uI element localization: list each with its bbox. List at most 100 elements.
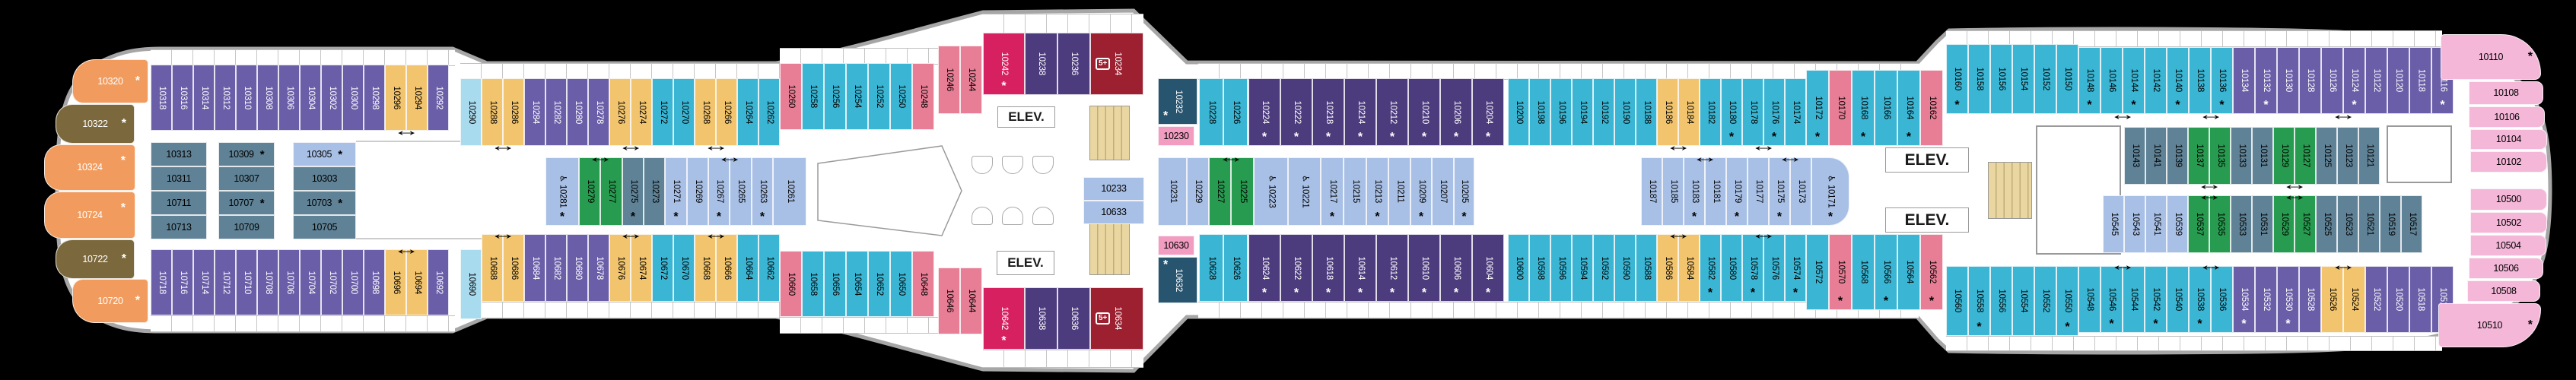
cabin-10207[interactable]: 10207: [1432, 157, 1454, 226]
cabin-10269[interactable]: 10269: [687, 157, 708, 226]
cabin-10628[interactable]: 10628: [1199, 234, 1223, 302]
cabin-10718[interactable]: 10718: [151, 249, 172, 315]
cabin-10120[interactable]: 10120: [2387, 47, 2409, 114]
cabin-10634[interactable]: 10634 5+: [1090, 287, 1143, 350]
cabin-10233[interactable]: 10233: [1083, 177, 1144, 201]
cabin-10638[interactable]: 10638: [1025, 287, 1057, 350]
cabin-10164[interactable]: 10164 *: [1897, 70, 1920, 146]
cabin-10206[interactable]: 10206 *: [1440, 78, 1472, 146]
cabin-10252[interactable]: 10252: [868, 63, 890, 130]
cabin-10138[interactable]: 10138: [2189, 47, 2211, 114]
cabin-10510[interactable]: 10510 *: [2438, 303, 2541, 347]
cabin-10288[interactable]: 10288: [482, 78, 503, 146]
cabin-10668[interactable]: 10668: [695, 234, 716, 302]
cabin-10610[interactable]: 10610 *: [1408, 234, 1440, 302]
cabin-10162[interactable]: 10162: [1920, 70, 1943, 146]
cabin-10530[interactable]: 10530 *: [2277, 266, 2299, 333]
cabin-10716[interactable]: 10716: [172, 249, 193, 315]
cabin-10279[interactable]: 10279: [579, 157, 600, 226]
cabin-10305[interactable]: 10305 *: [293, 142, 356, 166]
cabin-10522[interactable]: 10522: [2365, 266, 2387, 333]
cabin-10228[interactable]: 10228: [1199, 78, 1223, 146]
cabin-10282[interactable]: 10282: [545, 78, 567, 146]
cabin-10646[interactable]: 10646: [938, 268, 960, 334]
cabin-10560[interactable]: 10560: [1946, 266, 1968, 336]
cabin-10275[interactable]: 10275 *: [622, 157, 644, 226]
cabin-10124[interactable]: 10124 *: [2343, 47, 2365, 114]
cabin-10242[interactable]: 10242 *: [983, 33, 1025, 95]
cabin-10132[interactable]: 10132 *: [2255, 47, 2277, 114]
cabin-10678[interactable]: 10678: [588, 234, 609, 302]
cabin-10576[interactable]: 10576: [1763, 234, 1785, 302]
cabin-10538[interactable]: 10538 *: [2189, 266, 2211, 333]
cabin-10322[interactable]: 10322 *: [56, 104, 135, 144]
cabin-10688[interactable]: 10688: [482, 234, 503, 302]
cabin-10171[interactable]: ♿ 10171 *: [1811, 157, 1849, 226]
cabin-10302[interactable]: 10302: [321, 65, 342, 131]
cabin-10590[interactable]: 10590: [1614, 234, 1636, 302]
cabin-10170[interactable]: 10170: [1829, 70, 1852, 146]
cabin-10225[interactable]: 10225: [1231, 157, 1254, 226]
cabin-10123[interactable]: 10123: [2337, 127, 2358, 185]
cabin-10234[interactable]: 10234 5+: [1090, 33, 1143, 95]
cabin-10134[interactable]: 10134: [2233, 47, 2255, 114]
cabin-10278[interactable]: 10278: [588, 78, 609, 146]
cabin-10150[interactable]: 10150: [2056, 44, 2078, 114]
cabin-10558[interactable]: 10558 *: [1968, 266, 1990, 336]
cabin-10309[interactable]: 10309 *: [218, 142, 275, 166]
cabin-10110[interactable]: 10110 *: [2441, 34, 2541, 80]
cabin-10177[interactable]: 10177: [1748, 157, 1769, 226]
cabin-10660[interactable]: 10660: [780, 251, 802, 317]
cabin-10711[interactable]: 10711: [151, 191, 207, 215]
cabin-10187[interactable]: 10187: [1641, 157, 1662, 226]
cabin-10672[interactable]: 10672: [652, 234, 673, 302]
cabin-10705[interactable]: 10705: [293, 215, 356, 239]
cabin-10535[interactable]: 10535: [2209, 195, 2231, 253]
cabin-10148[interactable]: 10148 *: [2078, 47, 2101, 114]
cabin-10310[interactable]: 10310: [236, 65, 257, 131]
cabin-10724[interactable]: 10724 *: [44, 192, 135, 239]
cabin-10254[interactable]: 10254: [846, 63, 868, 130]
cabin-10314[interactable]: 10314: [193, 65, 215, 131]
cabin-10523[interactable]: 10523: [2337, 195, 2358, 253]
cabin-10244[interactable]: 10244: [960, 46, 982, 114]
cabin-10720[interactable]: 10720 *: [72, 279, 148, 323]
cabin-10519[interactable]: 10519: [2380, 195, 2401, 253]
cabin-10226[interactable]: 10226: [1223, 78, 1248, 146]
cabin-10262[interactable]: 10262: [758, 78, 780, 146]
cabin-10644[interactable]: 10644: [960, 268, 982, 334]
cabin-10230[interactable]: 10230: [1158, 126, 1194, 146]
cabin-10277[interactable]: 10277: [600, 157, 622, 226]
cabin-10518[interactable]: 10518: [2409, 266, 2431, 333]
cabin-10706[interactable]: 10706: [278, 249, 300, 315]
cabin-10506[interactable]: 10506: [2469, 258, 2543, 279]
cabin-10292[interactable]: 10292: [428, 65, 449, 131]
cabin-10508[interactable]: 10508: [2467, 280, 2540, 302]
cabin-10232[interactable]: 10232 *: [1158, 78, 1197, 125]
cabin-10545[interactable]: 10545: [2103, 195, 2124, 253]
cabin-10217[interactable]: 10217 *: [1321, 157, 1344, 226]
cabin-10703[interactable]: 10703 *: [293, 191, 356, 215]
cabin-10286[interactable]: 10286: [503, 78, 524, 146]
cabin-10324[interactable]: 10324 *: [44, 144, 135, 191]
cabin-10544[interactable]: 10544: [2123, 266, 2145, 333]
cabin-10273[interactable]: 10273: [644, 157, 665, 226]
cabin-10298[interactable]: 10298: [364, 65, 385, 131]
cabin-10562[interactable]: 10562 *: [1920, 234, 1943, 310]
cabin-10186[interactable]: 10186: [1657, 78, 1678, 146]
cabin-10682[interactable]: 10682: [545, 234, 567, 302]
cabin-10684[interactable]: 10684: [524, 234, 545, 302]
cabin-10313[interactable]: 10313: [151, 142, 207, 166]
cabin-10274[interactable]: 10274: [631, 78, 652, 146]
cabin-10568[interactable]: 10568: [1852, 234, 1875, 310]
cabin-10179[interactable]: 10179 *: [1726, 157, 1748, 226]
cabin-10264[interactable]: 10264: [737, 78, 758, 146]
cabin-10136[interactable]: 10136 *: [2211, 47, 2233, 114]
cabin-10564[interactable]: 10564: [1897, 234, 1920, 310]
cabin-10246[interactable]: 10246: [938, 46, 960, 114]
cabin-10108[interactable]: 10108: [2469, 81, 2543, 105]
cabin-10127[interactable]: 10127: [2295, 127, 2316, 185]
cabin-10168[interactable]: 10168 *: [1852, 70, 1875, 146]
cabin-10280[interactable]: 10280: [567, 78, 588, 146]
cabin-10676[interactable]: 10676: [609, 234, 631, 302]
